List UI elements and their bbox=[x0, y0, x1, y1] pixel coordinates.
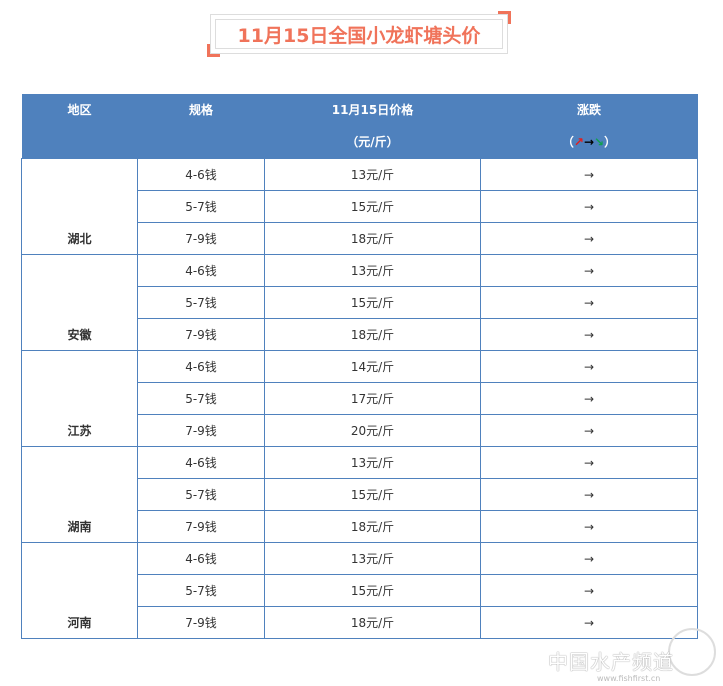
spec-cell: 7-9钱 bbox=[137, 606, 265, 639]
spec-cell: 4-6钱 bbox=[137, 446, 265, 479]
price-cell: 13元/斤 bbox=[264, 542, 481, 575]
spec-cell: 7-9钱 bbox=[137, 510, 265, 543]
change-cell: → bbox=[480, 318, 698, 351]
price-cell: 15元/斤 bbox=[264, 286, 481, 319]
header-price-unit: （元/斤） bbox=[264, 126, 481, 159]
change-cell: → bbox=[480, 350, 698, 383]
header-change-legend: （↗→↘） bbox=[480, 126, 698, 159]
change-cell: → bbox=[480, 286, 698, 319]
spec-cell: 7-9钱 bbox=[137, 222, 265, 255]
header-change: 涨跌 bbox=[480, 94, 698, 126]
change-cell: → bbox=[480, 382, 698, 415]
title-banner: 11月15日全国小龙虾塘头价 bbox=[207, 11, 511, 57]
table-row: 5-7钱 15元/斤 → bbox=[22, 478, 698, 511]
price-cell: 14元/斤 bbox=[264, 350, 481, 383]
table-row: 河南 4-6钱 13元/斤 → bbox=[21, 542, 698, 639]
spec-cell: 4-6钱 bbox=[137, 158, 265, 191]
corner-decoration bbox=[498, 11, 511, 24]
price-cell: 15元/斤 bbox=[264, 478, 481, 511]
region-cell: 湖南 bbox=[21, 446, 138, 543]
corner-decoration bbox=[207, 44, 220, 57]
header-blank bbox=[21, 126, 138, 159]
price-cell: 18元/斤 bbox=[264, 606, 481, 639]
change-cell: → bbox=[480, 478, 698, 511]
legend-paren: （ bbox=[561, 135, 574, 149]
price-cell: 18元/斤 bbox=[264, 510, 481, 543]
table-row: 5-7钱 17元/斤 → bbox=[22, 382, 698, 415]
region-cell: 湖北 bbox=[21, 158, 138, 255]
change-cell: → bbox=[480, 446, 698, 479]
spec-cell: 5-7钱 bbox=[137, 286, 265, 319]
price-cell: 13元/斤 bbox=[264, 254, 481, 287]
header-price: 11月15日价格 bbox=[264, 94, 481, 126]
price-cell: 18元/斤 bbox=[264, 222, 481, 255]
spec-cell: 4-6钱 bbox=[137, 542, 265, 575]
price-cell: 15元/斤 bbox=[264, 190, 481, 223]
spec-cell: 5-7钱 bbox=[137, 574, 265, 607]
flat-arrow-icon: → bbox=[583, 135, 595, 149]
up-arrow-icon: ↗ bbox=[573, 135, 584, 149]
table-row: 7-9钱 18元/斤 → bbox=[22, 510, 698, 543]
change-cell: → bbox=[480, 574, 698, 607]
change-cell: → bbox=[480, 158, 698, 191]
region-cell: 江苏 bbox=[21, 350, 138, 447]
table-row: 5-7钱 15元/斤 → bbox=[22, 190, 698, 223]
table-row: 7-9钱 18元/斤 → bbox=[22, 222, 698, 255]
table-row: 5-7钱 15元/斤 → bbox=[22, 286, 698, 319]
change-cell: → bbox=[480, 222, 698, 255]
change-cell: → bbox=[480, 190, 698, 223]
change-cell: → bbox=[480, 414, 698, 447]
change-cell: → bbox=[480, 606, 698, 639]
header-region: 地区 bbox=[21, 94, 138, 126]
change-cell: → bbox=[480, 254, 698, 287]
legend-paren: ） bbox=[604, 135, 617, 149]
header-spec: 规格 bbox=[137, 94, 265, 126]
price-cell: 13元/斤 bbox=[264, 446, 481, 479]
page-title: 11月15日全国小龙虾塘头价 bbox=[215, 19, 503, 49]
spec-cell: 7-9钱 bbox=[137, 318, 265, 351]
table-row: 湖南 4-6钱 13元/斤 → bbox=[21, 446, 698, 543]
price-cell: 20元/斤 bbox=[264, 414, 481, 447]
price-table: 地区 规格 11月15日价格 涨跌 （元/斤） （↗→↘） 湖北 4-6钱 13元/… bbox=[21, 94, 698, 639]
table-row: 江苏 4-6钱 14元/斤 → bbox=[21, 350, 698, 447]
price-cell: 15元/斤 bbox=[264, 574, 481, 607]
table-row: 5-7钱 15元/斤 → bbox=[22, 574, 698, 607]
region-cell: 安徽 bbox=[21, 254, 138, 351]
spec-cell: 7-9钱 bbox=[137, 414, 265, 447]
down-arrow-icon: ↘ bbox=[594, 135, 605, 149]
price-cell: 18元/斤 bbox=[264, 318, 481, 351]
region-cell: 河南 bbox=[21, 542, 138, 639]
table-row: 7-9钱 18元/斤 → bbox=[22, 318, 698, 351]
spec-cell: 5-7钱 bbox=[137, 190, 265, 223]
spec-cell: 5-7钱 bbox=[137, 382, 265, 415]
spec-cell: 5-7钱 bbox=[137, 478, 265, 511]
table-row: 7-9钱 18元/斤 → bbox=[22, 606, 698, 639]
price-cell: 17元/斤 bbox=[264, 382, 481, 415]
globe-logo-icon bbox=[668, 628, 716, 676]
table-row: 7-9钱 20元/斤 → bbox=[22, 414, 698, 447]
price-cell: 13元/斤 bbox=[264, 158, 481, 191]
watermark: 中国水产频道 bbox=[548, 650, 674, 674]
table-row: 湖北 4-6钱 13元/斤 → bbox=[21, 158, 698, 255]
header-blank bbox=[137, 126, 265, 159]
change-cell: → bbox=[480, 510, 698, 543]
watermark-url: www.fishfirst.cn bbox=[597, 674, 661, 683]
spec-cell: 4-6钱 bbox=[137, 350, 265, 383]
change-cell: → bbox=[480, 542, 698, 575]
table-row: 安徽 4-6钱 13元/斤 → bbox=[21, 254, 698, 351]
spec-cell: 4-6钱 bbox=[137, 254, 265, 287]
